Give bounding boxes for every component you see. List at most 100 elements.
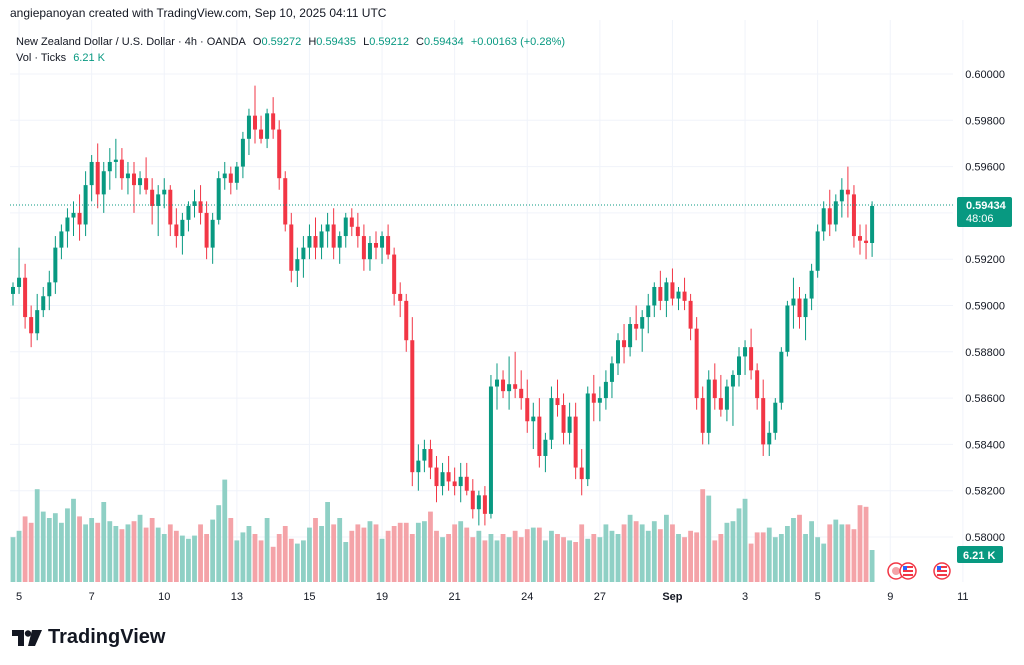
candle-body [23,277,28,318]
price-tick-label: 0.59000 [965,301,1005,313]
volume-bar [149,518,155,582]
candle-body [730,374,735,387]
candle-body [150,189,155,206]
tradingview-logo[interactable]: TradingView [12,626,165,649]
price-tick-label: 0.58200 [965,486,1005,498]
volume-bar [319,526,324,582]
candle-body [17,277,22,287]
volume-bar [591,534,597,582]
candle-body [186,205,191,220]
candle-body [694,328,699,399]
volume-bar [325,502,330,582]
change-value: +0.00163 (+0.28%) [470,36,566,48]
candle-body [138,178,143,186]
candle-body [374,242,378,248]
candle-body [845,189,850,195]
volume-bar [137,514,143,582]
candle-body [543,439,548,456]
volume-bar [155,527,161,582]
volume-bar [397,522,403,582]
candle-body [174,224,179,237]
volume-bar [833,519,839,582]
candle-body [785,305,790,352]
candle-body [525,398,530,422]
symbol-title[interactable]: New Zealand Dollar / U.S. Dollar · 4h · … [16,36,246,48]
volume-bar [83,524,88,582]
candle-body [156,194,161,206]
candle-body [664,282,669,301]
candle-body [573,416,578,468]
time-tick-label: 9 [887,591,893,603]
volume-bar [791,518,796,582]
candle-body [404,300,409,341]
volume-label[interactable]: Vol · Ticks [16,52,67,64]
volume-bar [131,521,137,582]
volume-bar [458,521,464,582]
volume-bar [216,505,222,582]
candle-body [513,384,518,389]
candle-body [858,236,862,241]
candle-body [210,219,215,248]
candle-body [688,300,693,329]
volume-bar [700,489,706,582]
candle-body [851,194,856,237]
candle-body [428,449,433,468]
volume-bar [276,534,282,582]
volume-bar [228,518,234,582]
volume-bar [815,537,821,582]
event-flags[interactable] [887,562,951,580]
candle-body [821,208,826,232]
candle-body [791,298,796,306]
volume-bar [772,537,778,582]
candle-body [549,398,554,440]
volume-bar [10,537,16,582]
volume-bar [809,521,814,582]
candle-body [35,310,40,334]
candle-body [398,293,403,301]
volume-bar [101,502,107,582]
time-tick-label: Sep [662,591,682,603]
ohlc-row: New Zealand Dollar / U.S. Dollar · 4h · … [16,34,565,50]
candle-body [628,324,633,348]
candle-body [488,386,493,514]
price-tick-label: 0.58400 [965,439,1005,451]
candle-body [71,212,76,218]
candle-body [767,432,772,445]
volume-bar [415,522,421,582]
candle-body [301,247,306,260]
volume-bar [331,524,337,582]
candle-body [380,236,385,248]
volume-bar [645,530,651,582]
volume-bar [95,522,101,582]
candle-body [797,298,802,318]
chart-legend[interactable]: New Zealand Dollar / U.S. Dollar · 4h · … [16,34,565,66]
candle-body [65,217,70,232]
candle-body [101,171,106,195]
candle-body [95,161,100,195]
volume-bar [573,542,579,582]
candle-body [89,161,94,186]
volume-bar [409,534,415,582]
volume-bar [760,532,766,582]
bar-countdown: 48:06 [966,213,994,225]
volume-bar [240,532,246,582]
volume-bar [113,526,119,582]
volume-bar [857,505,863,582]
volume-bar [422,521,427,582]
candle-body [743,347,748,357]
time-tick-label: 27 [594,591,606,603]
volume-bar [349,530,355,582]
volume-bar [210,519,216,582]
candle-body [827,208,832,225]
volume-bar [688,530,693,582]
volume-bars [10,479,875,582]
candle-body [458,476,463,487]
volume-bar [46,518,52,582]
volume-bar [34,489,40,582]
candle-body [682,291,687,301]
volume-bar [173,530,179,582]
volume-bar [742,498,748,582]
volume-bar [706,495,712,582]
candle-body [470,490,475,510]
